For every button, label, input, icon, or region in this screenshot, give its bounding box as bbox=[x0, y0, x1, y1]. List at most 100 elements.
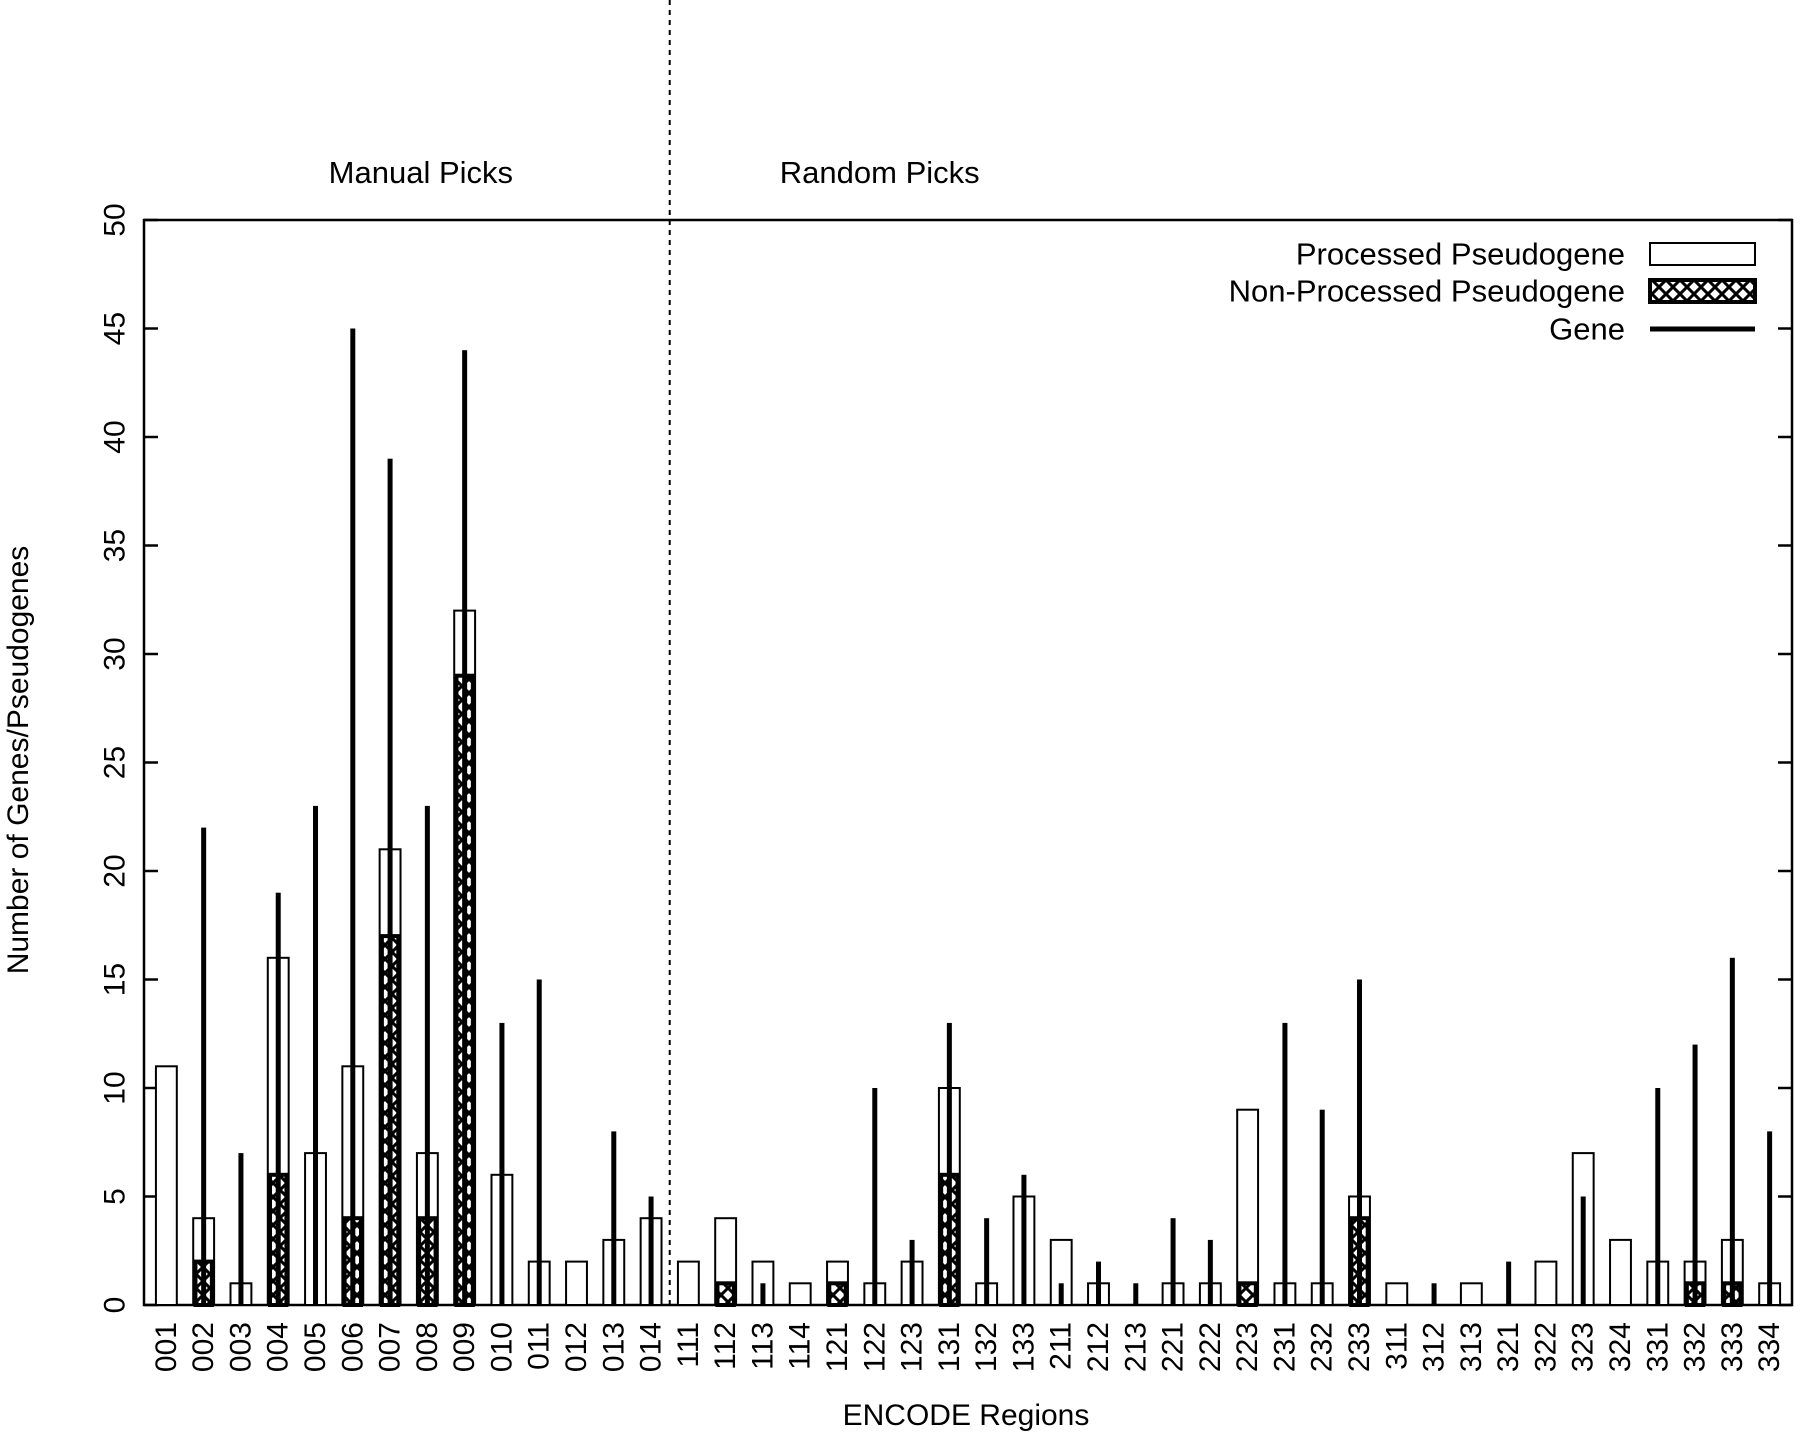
legend-swatch-nonprocessed bbox=[1648, 278, 1757, 304]
nonprocessed-bar-223 bbox=[1237, 1281, 1258, 1308]
x-tick-label: 211 bbox=[1045, 1322, 1078, 1370]
x-tick-label: 006 bbox=[336, 1322, 369, 1372]
y-tick-label: 35 bbox=[99, 529, 132, 562]
gene-bar-013 bbox=[611, 1131, 617, 1305]
x-tick-label: 232 bbox=[1306, 1322, 1339, 1372]
gene-bar-011 bbox=[536, 979, 542, 1305]
y-tick-label: 5 bbox=[99, 1188, 132, 1205]
processed-bar-001 bbox=[154, 1065, 178, 1307]
x-tick-label: 223 bbox=[1231, 1322, 1264, 1372]
x-tick-label: 322 bbox=[1529, 1322, 1562, 1372]
processed-bar-311 bbox=[1385, 1282, 1409, 1307]
gene-bar-014 bbox=[648, 1196, 654, 1305]
processed-bar-111 bbox=[676, 1260, 700, 1306]
gene-bar-332 bbox=[1692, 1044, 1698, 1305]
gene-bar-212 bbox=[1095, 1261, 1101, 1305]
gene-bar-321 bbox=[1506, 1261, 1512, 1305]
gene-bar-333 bbox=[1729, 957, 1735, 1305]
x-tick-label: 112 bbox=[709, 1322, 742, 1370]
x-tick-label: 333 bbox=[1716, 1322, 1749, 1372]
gene-bar-133 bbox=[1021, 1174, 1027, 1305]
x-tick-label: 324 bbox=[1604, 1322, 1637, 1372]
x-tick-label: 212 bbox=[1082, 1322, 1115, 1372]
gene-bar-231 bbox=[1282, 1022, 1288, 1305]
x-tick-label: 334 bbox=[1753, 1322, 1786, 1372]
gene-bar-009 bbox=[462, 350, 468, 1305]
x-tick-label: 014 bbox=[635, 1322, 668, 1372]
x-tick-label: 011 bbox=[523, 1322, 556, 1370]
x-tick-label: 005 bbox=[299, 1322, 332, 1372]
y-tick-label: 0 bbox=[99, 1297, 132, 1314]
gene-bar-213 bbox=[1133, 1283, 1139, 1305]
y-tick-label: 45 bbox=[99, 312, 132, 345]
processed-bar-322 bbox=[1534, 1260, 1558, 1306]
gene-bar-122 bbox=[872, 1088, 878, 1305]
x-tick-label: 312 bbox=[1418, 1322, 1451, 1372]
x-tick-label: 332 bbox=[1679, 1322, 1712, 1372]
legend-label: Processed Pseudogene bbox=[1296, 237, 1625, 272]
processed-bar-012 bbox=[565, 1260, 588, 1306]
x-tick-label: 133 bbox=[1007, 1322, 1040, 1372]
x-tick-label: 002 bbox=[187, 1322, 220, 1372]
x-tick-label: 132 bbox=[970, 1322, 1003, 1372]
group-divider: Manual Picks Random Picks bbox=[329, 0, 980, 1305]
x-tick-label: 122 bbox=[858, 1322, 891, 1372]
x-tick-label: 233 bbox=[1343, 1322, 1376, 1372]
nonprocessed-bar-112 bbox=[715, 1281, 736, 1308]
x-axis-label: ENCODE Regions bbox=[843, 1399, 1090, 1432]
x-tick-label: 001 bbox=[150, 1322, 183, 1372]
legend-label: Gene bbox=[1549, 312, 1625, 347]
gene-bar-007 bbox=[387, 458, 393, 1305]
x-tick-label: 009 bbox=[448, 1322, 481, 1372]
x-tick-label: 003 bbox=[224, 1322, 257, 1372]
x-tick-label: 004 bbox=[262, 1322, 295, 1372]
gene-bar-002 bbox=[201, 827, 207, 1305]
y-tick-label: 10 bbox=[99, 1071, 132, 1104]
gene-bar-334 bbox=[1767, 1131, 1773, 1305]
x-tick-label: 007 bbox=[374, 1322, 407, 1372]
gene-bar-323 bbox=[1580, 1196, 1586, 1305]
x-tick-label: 331 bbox=[1641, 1322, 1674, 1372]
y-tick-label: 20 bbox=[99, 854, 132, 887]
x-tick-label: 323 bbox=[1567, 1322, 1600, 1372]
gene-bar-331 bbox=[1655, 1088, 1661, 1305]
gene-bar-232 bbox=[1319, 1109, 1325, 1305]
gene-bar-006 bbox=[350, 328, 356, 1305]
x-tick-label: 008 bbox=[411, 1322, 444, 1372]
y-axis-label: Number of Genes/Pseudogenes bbox=[2, 546, 35, 975]
x-tick-label: 213 bbox=[1119, 1322, 1152, 1372]
x-tick-label: 010 bbox=[485, 1322, 518, 1372]
x-tick-label: 121 bbox=[821, 1322, 854, 1372]
x-tick-label: 231 bbox=[1268, 1322, 1301, 1372]
group-label-1: Random Picks bbox=[780, 155, 980, 190]
y-tick-label: 30 bbox=[99, 637, 132, 670]
legend-swatch-processed bbox=[1649, 242, 1756, 266]
gene-bar-113 bbox=[760, 1283, 766, 1305]
bars-group bbox=[154, 328, 1782, 1308]
gene-bar-132 bbox=[984, 1218, 990, 1305]
gene-bar-005 bbox=[313, 805, 319, 1305]
y-tick-label: 25 bbox=[99, 746, 132, 779]
gene-bar-003 bbox=[238, 1153, 244, 1305]
processed-bar-313 bbox=[1459, 1282, 1483, 1307]
x-tick-label: 131 bbox=[933, 1322, 966, 1372]
x-tick-label: 114 bbox=[784, 1322, 817, 1370]
legend-label: Non-Processed Pseudogene bbox=[1229, 274, 1625, 309]
processed-bar-324 bbox=[1609, 1238, 1632, 1307]
x-tick-label: 111 bbox=[672, 1322, 705, 1368]
gene-bar-211 bbox=[1058, 1283, 1064, 1305]
x-tick-label: 013 bbox=[597, 1322, 630, 1372]
gene-bar-123 bbox=[909, 1239, 915, 1305]
processed-bar-114 bbox=[788, 1282, 812, 1307]
gene-bar-222 bbox=[1207, 1239, 1213, 1305]
gene-bar-131 bbox=[946, 1022, 952, 1305]
x-tick-label: 113 bbox=[746, 1322, 779, 1370]
gene-bar-221 bbox=[1170, 1218, 1176, 1305]
gene-bar-008 bbox=[424, 805, 430, 1305]
nonprocessed-bar-121 bbox=[827, 1281, 848, 1308]
x-tick-label: 012 bbox=[560, 1322, 593, 1372]
gene-bar-004 bbox=[275, 892, 281, 1305]
